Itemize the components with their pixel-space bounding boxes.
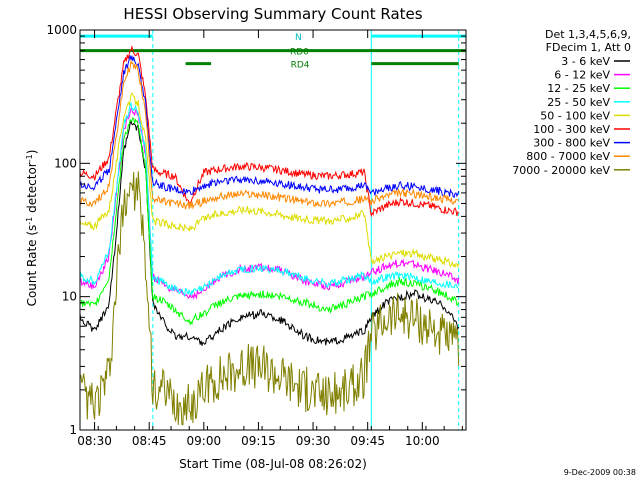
- legend: Det 1,3,4,5,6,9, FDecim 1, Att 0 3 - 6 k…: [512, 28, 631, 177]
- x-axis-ticks: 08:30 08:45 09:00 09:15 09:30 09:45 10:00: [77, 30, 463, 448]
- series-lines: [79, 45, 460, 426]
- y-tick-label: 1: [69, 423, 77, 437]
- legend-header-line2: FDecim 1, Att 0: [546, 41, 631, 54]
- axes: [79, 29, 467, 431]
- legend-entry-label: 6 - 12 keV: [554, 69, 610, 82]
- plot-frame: [79, 29, 467, 431]
- flag-label-rd0: RD0: [290, 48, 309, 58]
- y-tick-label: 100: [54, 156, 77, 170]
- legend-entry-label: 3 - 6 keV: [561, 55, 610, 68]
- y-axis-label-main: Count Rate (s: [25, 225, 39, 307]
- y-axis-label-end: ): [25, 150, 39, 155]
- series-line-7: [79, 59, 460, 210]
- observing-flags: N RD0 RD4: [80, 33, 466, 71]
- y-axis-label-sup1: -1: [25, 217, 34, 225]
- chart-title: HESSI Observing Summary Count Rates: [123, 5, 422, 23]
- series-line-5: [79, 45, 460, 218]
- flag-label-rd4: RD4: [291, 61, 310, 71]
- legend-entry-label: 800 - 7000 keV: [526, 150, 610, 163]
- legend-entry-label: 300 - 800 keV: [533, 137, 610, 150]
- series-line-3: [79, 102, 460, 298]
- legend-header-line1: Det 1,3,4,5,6,9,: [545, 28, 631, 41]
- legend-entry-label: 100 - 300 keV: [533, 123, 610, 136]
- x-tick-label: 08:30: [77, 434, 112, 448]
- legend-entry-label: 25 - 50 keV: [547, 96, 610, 109]
- series-line-8: [79, 171, 460, 426]
- series-line-6: [79, 55, 460, 199]
- y-axis-ticks: 1 10 100 1000: [46, 23, 466, 437]
- footer-date: 9-Dec-2009 00:38: [564, 468, 636, 477]
- y-tick-label: 1000: [46, 23, 77, 37]
- legend-entry-label: 7000 - 20000 keV: [512, 164, 610, 177]
- x-tick-label: 09:30: [296, 434, 331, 448]
- x-tick-label: 10:00: [405, 434, 440, 448]
- y-axis-label-mid: detector: [25, 162, 39, 217]
- series-line-2: [79, 116, 460, 326]
- legend-entry-label: 12 - 25 keV: [547, 82, 610, 95]
- x-tick-label: 09:45: [350, 434, 385, 448]
- legend-entry-label: 50 - 100 keV: [540, 109, 610, 122]
- y-tick-label: 10: [62, 290, 77, 304]
- series-line-4: [79, 92, 460, 269]
- y-axis-label-sup2: -1: [25, 154, 34, 162]
- x-tick-label: 08:45: [132, 434, 167, 448]
- x-tick-label: 09:15: [241, 434, 276, 448]
- y-axis-label: Count Rate (s-1 detector-1): [25, 150, 40, 307]
- x-tick-label: 09:00: [187, 434, 222, 448]
- flag-label-n: N: [295, 33, 302, 43]
- x-axis-label: Start Time (08-Jul-08 08:26:02): [179, 457, 367, 471]
